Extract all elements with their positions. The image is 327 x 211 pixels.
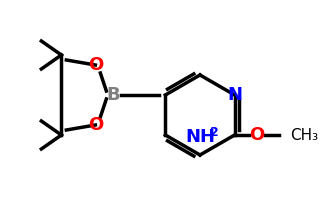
Text: CH₃: CH₃ — [290, 127, 318, 142]
Text: O: O — [88, 56, 103, 74]
Text: N: N — [227, 86, 242, 104]
Text: NH: NH — [185, 128, 215, 146]
Text: B: B — [107, 86, 120, 104]
Text: O: O — [88, 116, 103, 134]
Text: 2: 2 — [210, 127, 218, 139]
Text: O: O — [249, 126, 264, 144]
